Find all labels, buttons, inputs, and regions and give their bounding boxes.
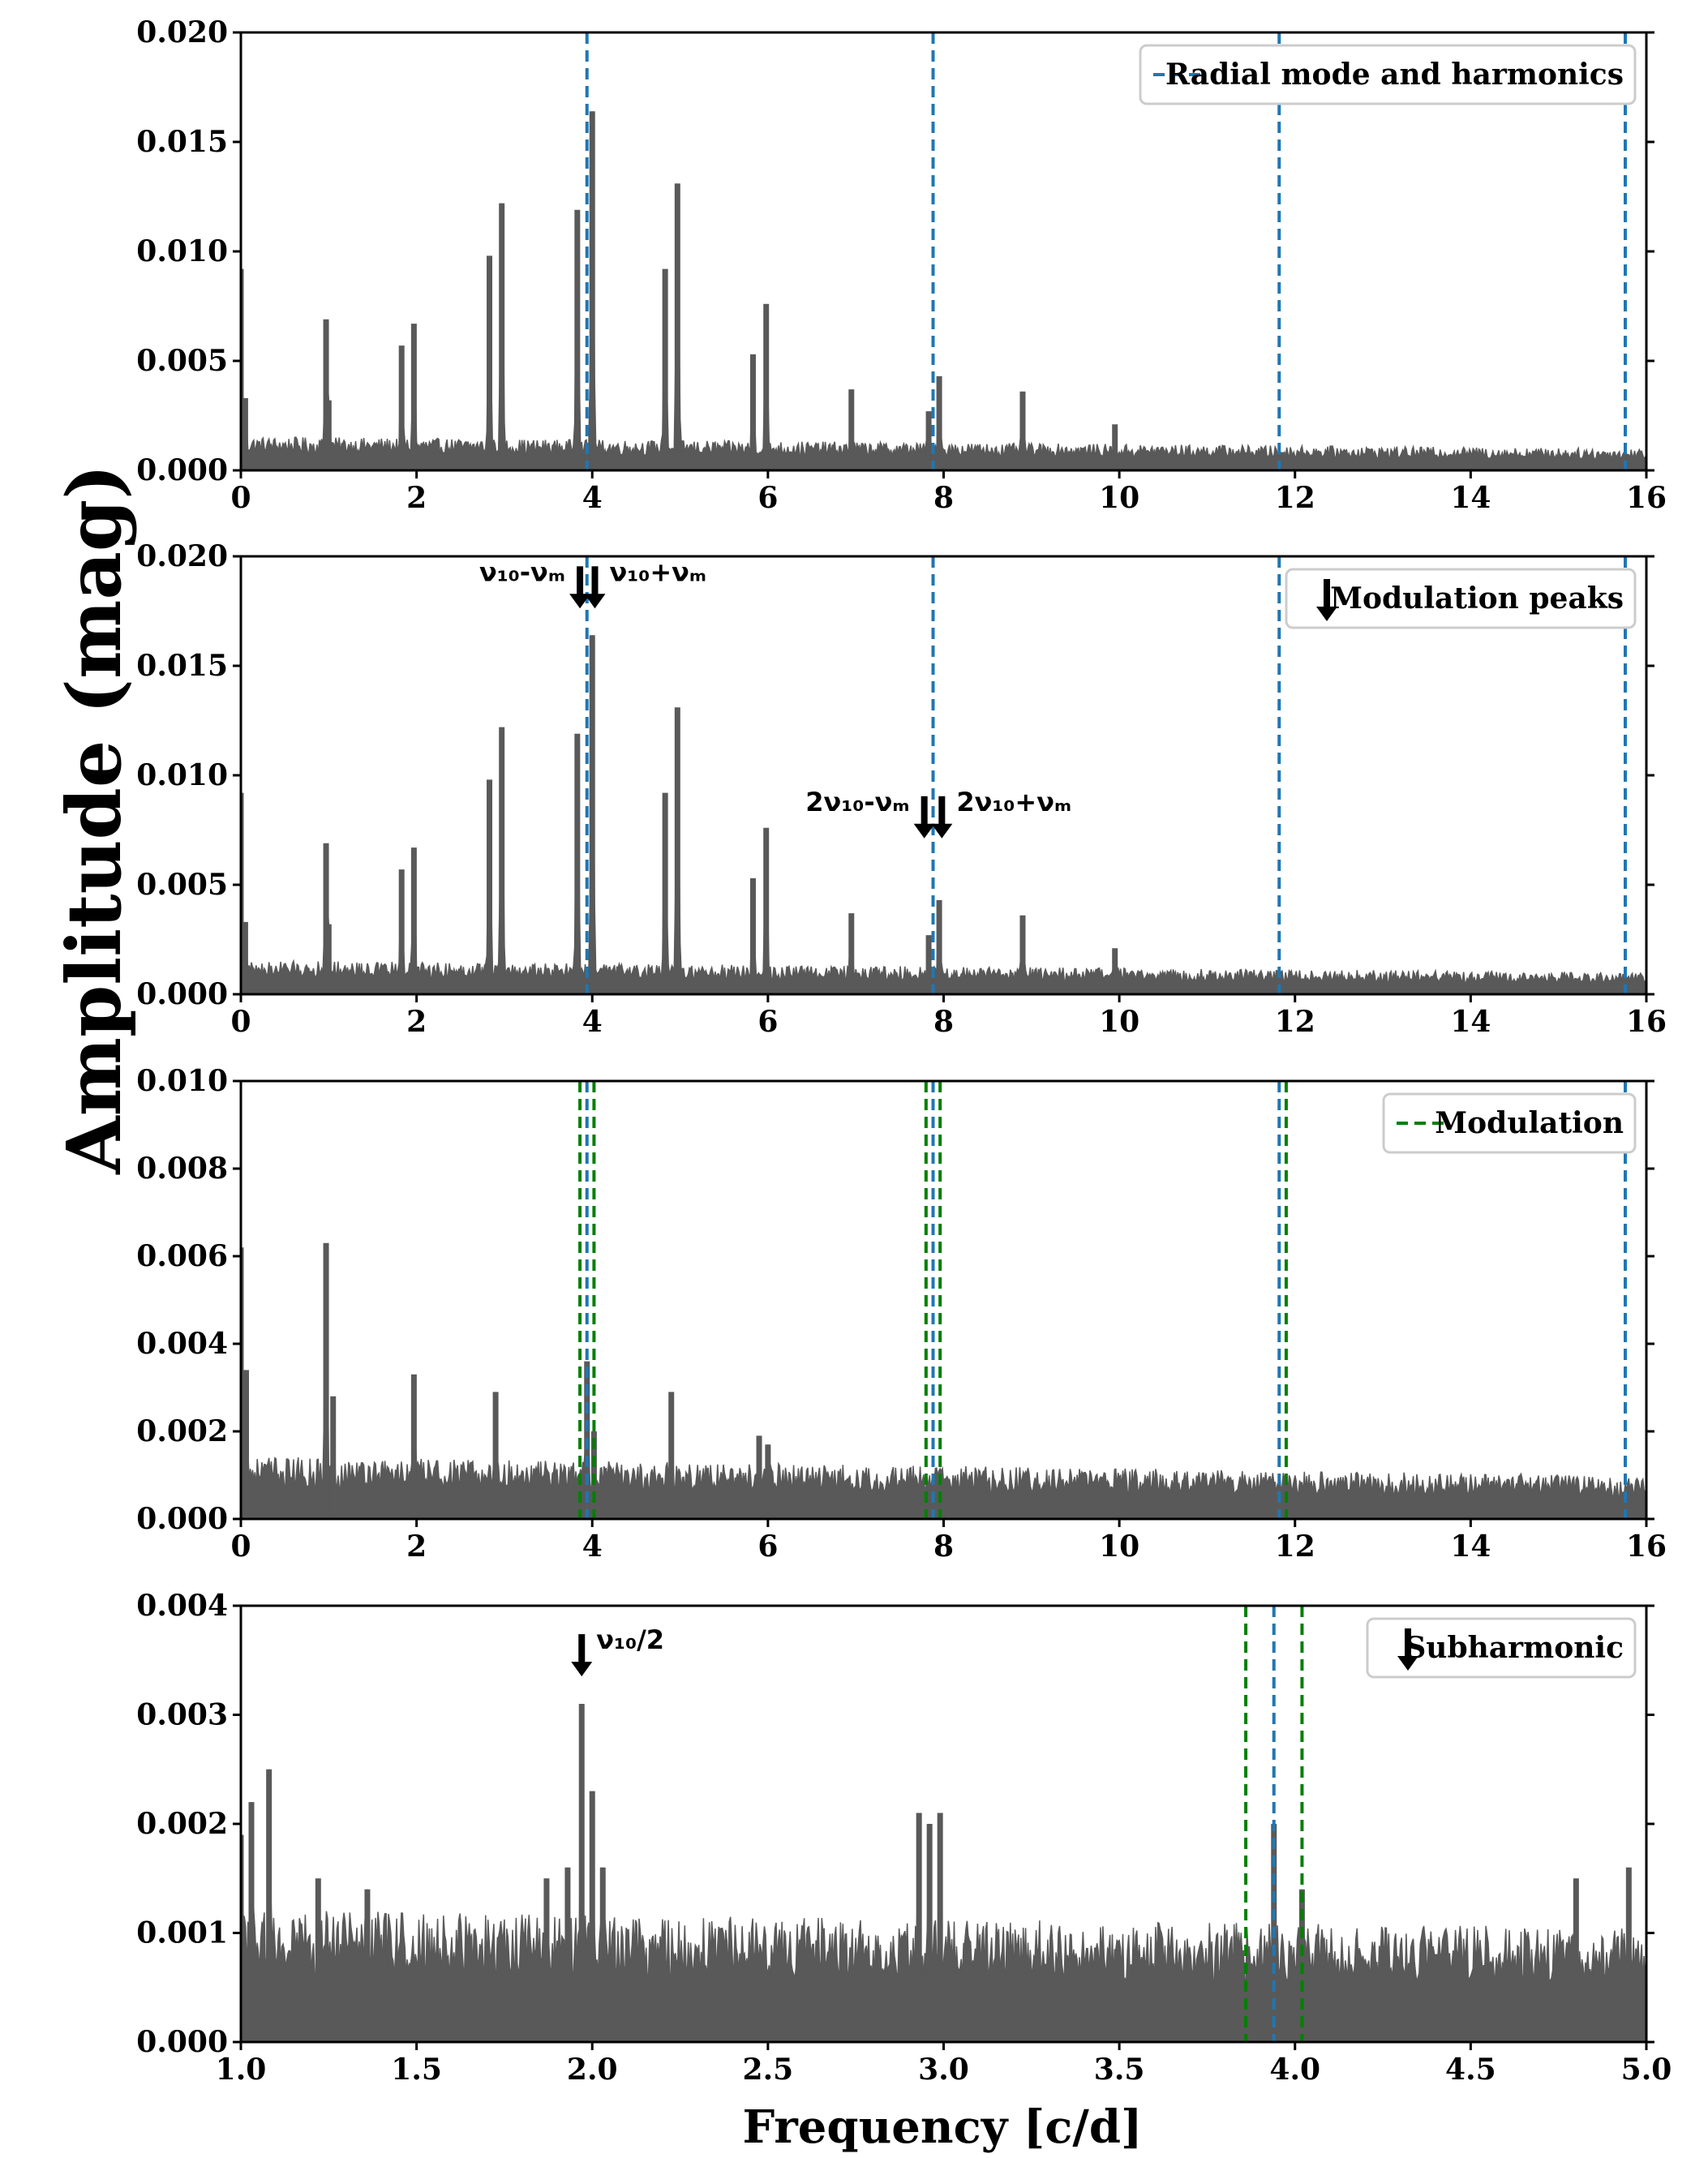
legend: Modulation peaks (1285, 568, 1637, 629)
legend-label: Radial mode and harmonics (1165, 58, 1624, 92)
legend-label: Modulation (1435, 1106, 1624, 1140)
x-tick-label: 5.0 (1621, 2053, 1672, 2087)
x-tick-label: 8 (933, 1529, 954, 1564)
x-axis-label: Frequency [c/d] (743, 2100, 1143, 2154)
x-tick-label: 0 (230, 1529, 251, 1564)
x-tick-label: 4 (582, 1005, 603, 1039)
x-tick-label: 14 (1450, 1005, 1491, 1039)
legend-arrow-icon (1397, 1628, 1418, 1671)
x-tick-label: 4 (582, 1529, 603, 1564)
legend-label: Modulation peaks (1330, 581, 1624, 616)
x-tick-label: 4.0 (1269, 2053, 1320, 2087)
legend: Modulation (1382, 1092, 1637, 1154)
annotation-label: ν₁₀/2 (596, 1624, 664, 1655)
x-tick-label: 1.0 (216, 2053, 267, 2087)
y-tick-label: 0.006 (136, 1239, 228, 1273)
legend-arrow-icon (1316, 579, 1337, 621)
spectrum-area (241, 1704, 1646, 2042)
y-tick-label: 0.005 (136, 344, 228, 378)
y-tick-label: 0.020 (136, 15, 228, 49)
y-tick-label: 0.002 (136, 1414, 228, 1448)
x-tick-label: 6 (757, 1005, 778, 1039)
panel-1: 0 2 4 6 8 10 12 14 16 0.000 0.005 0.010 0.015 0.020 Ra… (136, 15, 1667, 515)
x-tick-label: 16 (1626, 1005, 1667, 1039)
y-tick-label: 0.003 (136, 1698, 228, 1732)
y-tick-label: 0.010 (136, 234, 228, 268)
panel-4: 1.0 1.5 2.0 2.5 3.0 3.5 4.0 4.5 5.0 0.000 0.001 0.0… (136, 1589, 1672, 2087)
legend-box (1382, 1092, 1637, 1154)
x-tick-label: 12 (1275, 1529, 1315, 1564)
y-tick-label: 0.000 (136, 977, 228, 1011)
annotation-label: ν₁₀+νₘ (609, 556, 706, 587)
spectrum-area (241, 111, 1646, 470)
legend-box (1285, 568, 1637, 629)
y-tick-label: 0.015 (136, 649, 228, 683)
spectrum-group (241, 1704, 1646, 2042)
y-tick-label: 0.015 (136, 125, 228, 159)
x-tick-label: 0 (230, 481, 251, 515)
x-tick-label: 8 (933, 481, 954, 515)
y-tick-label: 0.005 (136, 868, 228, 902)
annotation-arrow (931, 796, 953, 839)
y-tick-label: 0.004 (136, 1327, 228, 1361)
x-tick-label: 10 (1099, 481, 1139, 515)
y-tick-label: 0.002 (136, 1807, 228, 1841)
panel-3: 0 2 4 6 8 10 12 14 16 0.000 0.002 0.004 0.006 0.008 0.… (136, 1064, 1667, 1564)
spectrum-group (241, 635, 1646, 994)
legend-label: Subharmonic (1405, 1631, 1624, 1665)
spectrum-area (241, 1247, 1646, 1519)
annotation-arrow (571, 1634, 593, 1677)
x-tick-label: 12 (1275, 481, 1315, 515)
annotation-label: 2ν₁₀+νₘ (956, 787, 1071, 817)
x-tick-label: 8 (933, 1005, 954, 1039)
x-tick-label: 6 (757, 481, 778, 515)
x-tick-label: 2.0 (567, 2053, 618, 2087)
annotation-arrow (569, 566, 591, 609)
annotation-arrow (584, 566, 606, 609)
x-tick-label: 3.0 (918, 2053, 969, 2087)
x-tick-label: 0 (230, 1005, 251, 1039)
legend-box (1139, 44, 1637, 105)
x-tick-label: 16 (1626, 1529, 1667, 1564)
y-tick-label: 0.000 (136, 1502, 228, 1536)
spectrum-group (241, 111, 1646, 470)
y-tick-label: 0.000 (136, 2025, 228, 2059)
legend-box (1366, 1617, 1637, 1679)
y-tick-label: 0.000 (136, 453, 228, 487)
x-tick-label: 2 (406, 1005, 427, 1039)
x-tick-label: 10 (1099, 1529, 1139, 1564)
x-tick-label: 2 (406, 481, 427, 515)
x-tick-label: 6 (757, 1529, 778, 1564)
x-tick-label: 12 (1275, 1005, 1315, 1039)
annotation-label: ν₁₀-νₘ (479, 556, 565, 587)
y-tick-label: 0.010 (136, 758, 228, 792)
y-tick-label: 0.001 (136, 1916, 228, 1950)
x-tick-label: 4.5 (1445, 2053, 1496, 2087)
x-tick-label: 14 (1450, 1529, 1491, 1564)
y-axis-label: Amplitude (mag) (50, 464, 138, 1175)
x-tick-label: 2.5 (743, 2053, 794, 2087)
x-tick-label: 16 (1626, 481, 1667, 515)
y-tick-label: 0.010 (136, 1064, 228, 1098)
y-tick-label: 0.004 (136, 1589, 228, 1623)
spectrum-group (241, 1242, 1646, 1519)
annotation-arrow (913, 796, 935, 839)
legend: Radial mode and harmonics (1139, 44, 1637, 105)
y-tick-label: 0.020 (136, 539, 228, 573)
panel-2: 0 2 4 6 8 10 12 14 16 0.000 0.005 0.010 0.015 0.020 Mo… (136, 539, 1667, 1039)
x-tick-label: 1.5 (391, 2053, 442, 2087)
x-tick-label: 3.5 (1094, 2053, 1145, 2087)
annotation-label: 2ν₁₀-νₘ (805, 787, 909, 817)
legend: Subharmonic (1366, 1617, 1637, 1679)
panels: 0 2 4 6 8 10 12 14 16 0.000 0.005 0.010 0.015 0.020 Ra… (136, 15, 1672, 2087)
x-tick-label: 2 (406, 1529, 427, 1564)
x-tick-label: 4 (582, 481, 603, 515)
x-tick-label: 10 (1099, 1005, 1139, 1039)
x-tick-label: 14 (1450, 481, 1491, 515)
y-tick-label: 0.008 (136, 1152, 228, 1186)
